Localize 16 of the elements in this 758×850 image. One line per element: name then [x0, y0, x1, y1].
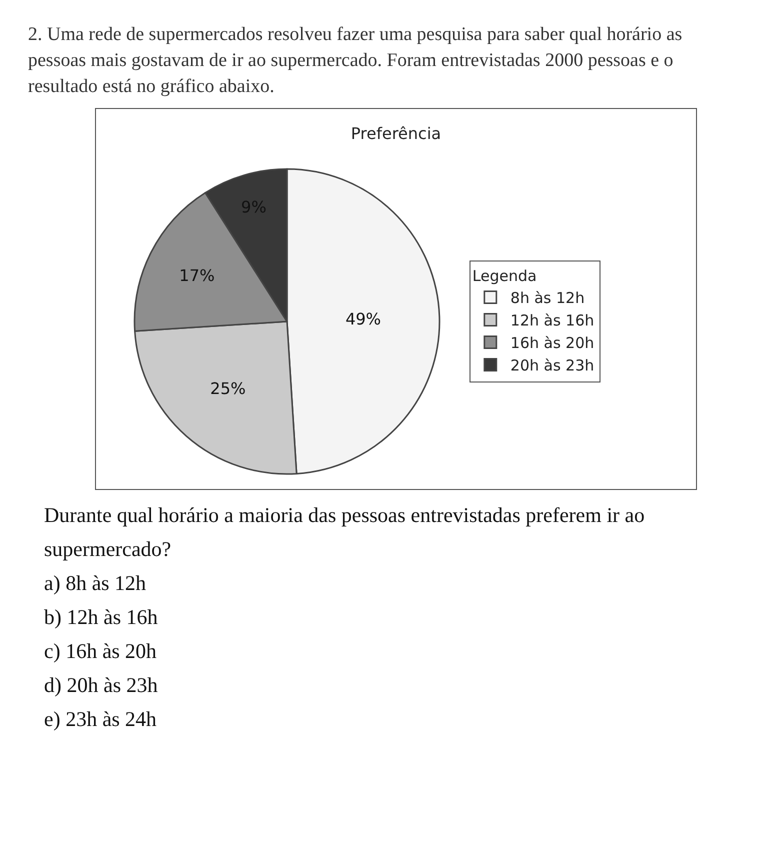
text: e) 23h às 24h	[44, 706, 158, 733]
text: c) 16h às 20h	[44, 638, 158, 665]
chart-subtitle: 2. Uma rede de supermercados resolveu fazer uma pesquisa para saber qual horário as pessoas mais gostavam de ir ao supermercado. Foram entrevistadas 2000 pessoas e o resultado está no gráfico abaixo.	[27, 23, 684, 99]
text: d) 20h às 23h	[44, 672, 159, 699]
legend-label: 20h às 23h	[510, 356, 594, 375]
data-label: 49%	[345, 310, 382, 329]
legend-label: 12h às 16h	[510, 312, 594, 330]
legend-title: Legenda	[472, 267, 537, 285]
data-label: 17%	[179, 266, 215, 286]
text: a) 8h às 12h	[44, 570, 148, 597]
text: Durante qual horário a maioria das pessoas entrevistadas preferem ir ao supermercado?	[44, 502, 646, 563]
legend-label: 8h às 12h	[510, 289, 585, 308]
legend-label: 16h às 20h	[510, 334, 594, 352]
chart-title: Preferência	[350, 124, 442, 144]
text: b) 12h às 16h	[44, 604, 159, 631]
data-label: 25%	[210, 379, 246, 398]
